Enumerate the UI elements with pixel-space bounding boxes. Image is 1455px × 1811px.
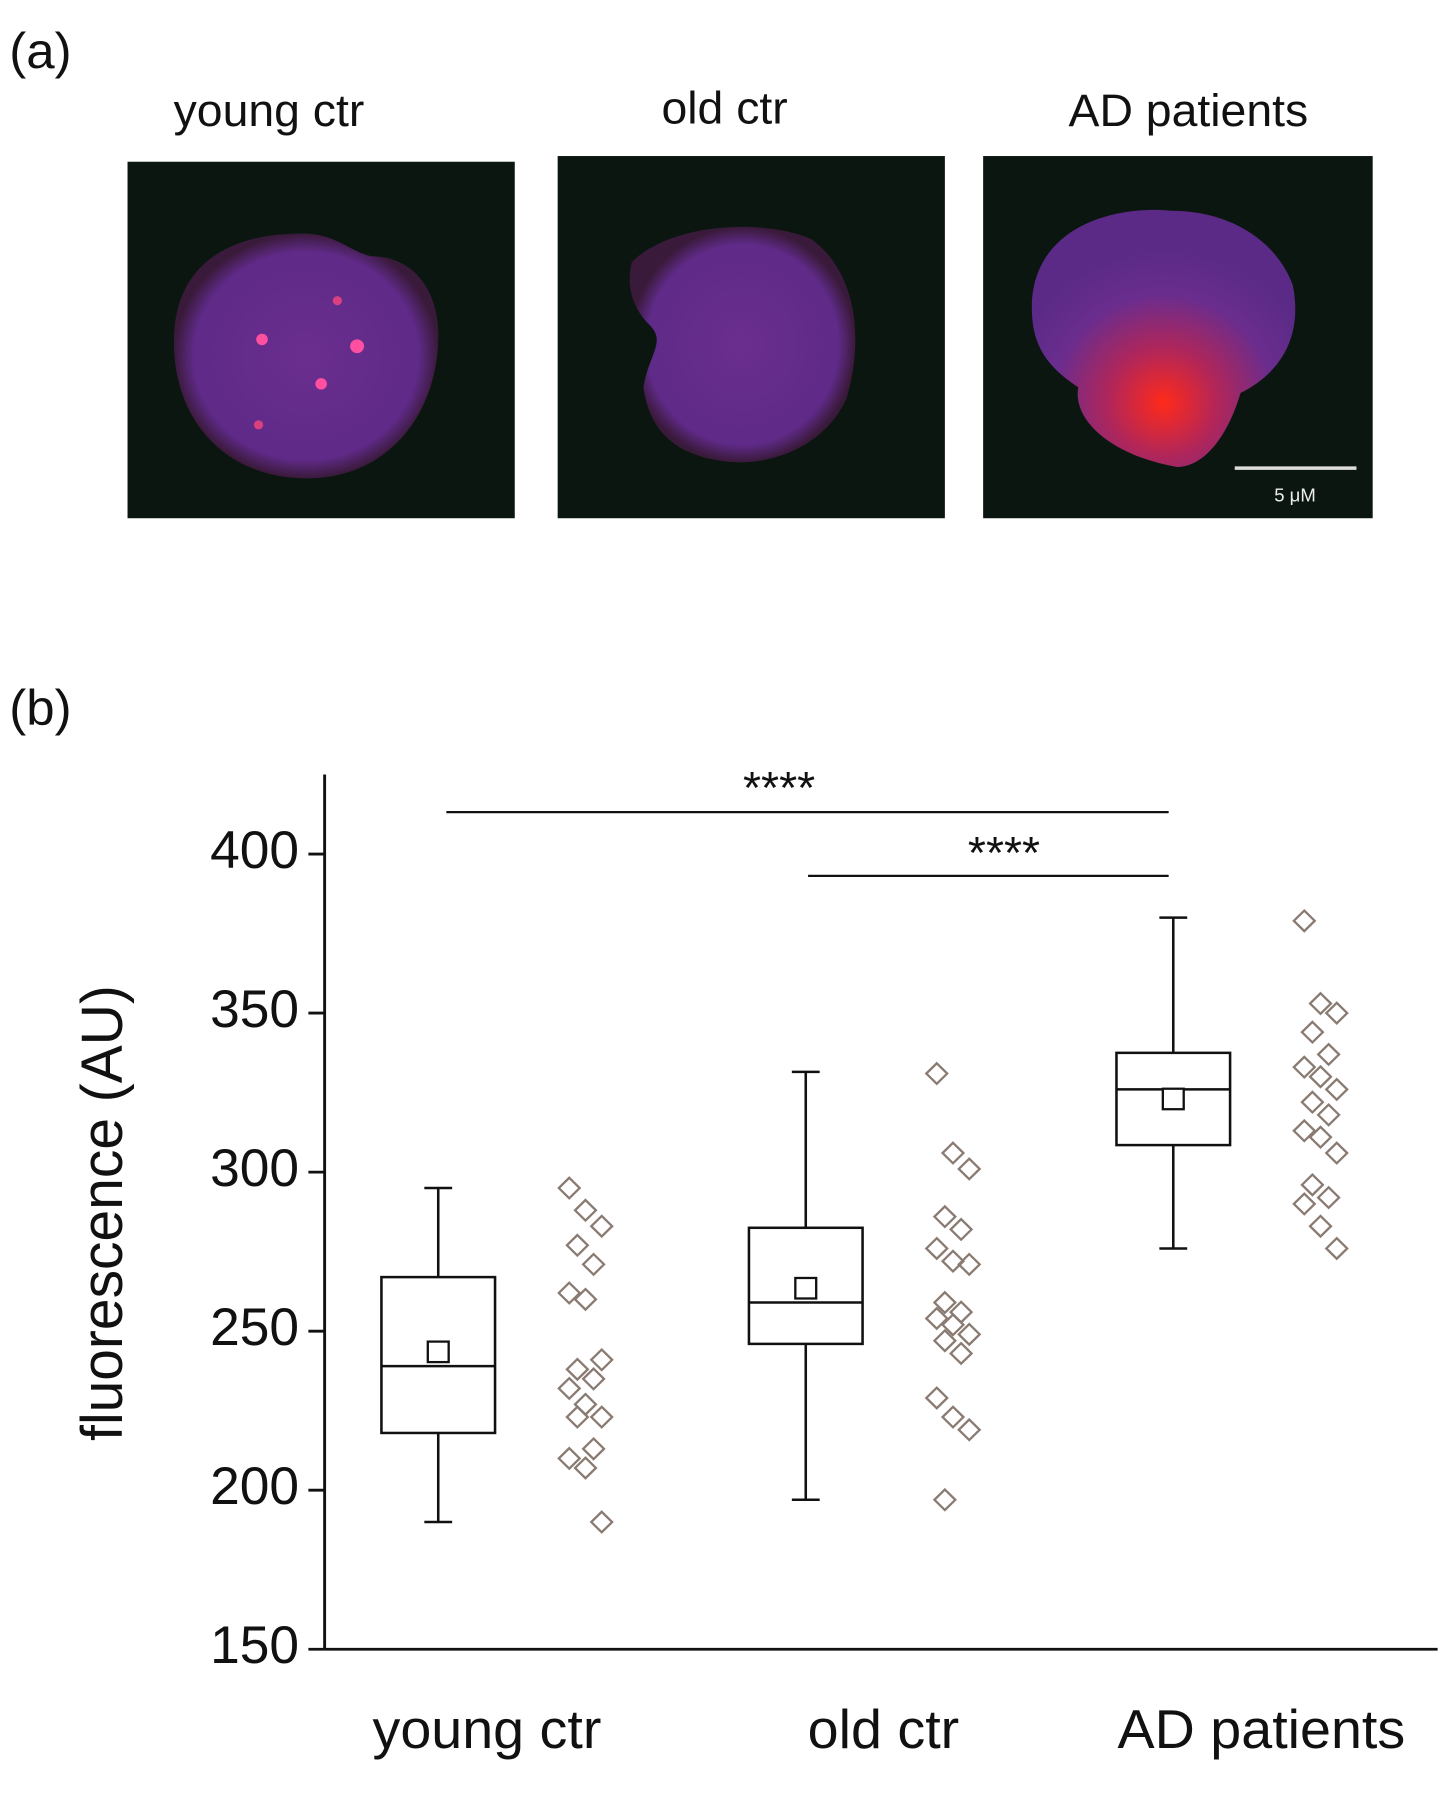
panel-label: (a) [9, 22, 71, 78]
data-point [1292, 1055, 1317, 1080]
y-tick-label: 300 [210, 1139, 299, 1197]
data-point [581, 1367, 606, 1391]
significance-label: **** [968, 827, 1040, 879]
micrograph: 5 μM [983, 156, 1373, 519]
data-point [1308, 991, 1333, 1016]
micrograph [127, 161, 515, 519]
data-point [957, 1252, 982, 1277]
data-point [1300, 1020, 1325, 1045]
data-point [1308, 1064, 1333, 1089]
y-tick-label: 200 [210, 1457, 299, 1515]
data-point [957, 1322, 982, 1347]
data-point [924, 1236, 949, 1261]
data-point [557, 1376, 582, 1401]
panel-label: (b) [9, 680, 71, 736]
box [380, 1275, 497, 1435]
data-point [1292, 908, 1317, 933]
y-tick-label: 150 [210, 1617, 299, 1675]
data-point [1300, 1090, 1325, 1115]
data-point [1292, 1118, 1317, 1143]
data-point [557, 1281, 582, 1305]
data-point [932, 1204, 957, 1229]
scale-bar-label: 5 μM [1274, 485, 1316, 506]
data-point [1300, 1172, 1325, 1197]
data-point [932, 1487, 957, 1512]
mean-marker [794, 1276, 818, 1300]
data-point [1316, 1103, 1341, 1127]
data-point [557, 1176, 582, 1200]
data-point [589, 1510, 614, 1534]
box [1115, 1051, 1232, 1147]
x-tick-label: young ctr [372, 1698, 601, 1759]
x-tick-label: old ctr [808, 1698, 960, 1759]
data-point [589, 1347, 614, 1372]
data-point [1308, 1214, 1333, 1239]
data-point [1316, 1185, 1341, 1210]
data-point [924, 1306, 949, 1331]
data-point [1308, 1125, 1333, 1149]
image-title: young ctr [174, 84, 365, 136]
data-point [932, 1328, 957, 1353]
data-point [573, 1392, 598, 1417]
y-tick-label: 400 [210, 821, 299, 879]
y-tick-label: 350 [210, 980, 299, 1038]
data-point [565, 1357, 590, 1382]
box [747, 1226, 864, 1346]
data-point [581, 1252, 606, 1277]
data-point [924, 1061, 949, 1086]
data-point [1324, 1141, 1349, 1165]
data-point [949, 1217, 974, 1242]
image-title: AD patients [1069, 84, 1309, 136]
data-point [949, 1341, 974, 1366]
data-point [573, 1287, 598, 1312]
data-point [924, 1386, 949, 1410]
mean-marker [1161, 1087, 1185, 1111]
data-point [565, 1405, 590, 1429]
data-point [957, 1157, 982, 1181]
data-point [940, 1249, 966, 1274]
x-tick-label: AD patients [1118, 1698, 1406, 1759]
data-point [1324, 1001, 1349, 1025]
y-tick-label: 250 [210, 1298, 299, 1356]
data-point [581, 1437, 606, 1461]
y-axis-label: fluorescence (AU) [71, 985, 136, 1441]
micrograph [557, 156, 945, 519]
data-point [589, 1405, 614, 1429]
data-point [1324, 1236, 1349, 1261]
data-point [589, 1214, 614, 1239]
data-point [573, 1198, 598, 1223]
data-point [1324, 1077, 1349, 1102]
data-point [957, 1417, 982, 1442]
data-point [573, 1456, 598, 1480]
data-point [940, 1312, 966, 1337]
data-point [932, 1290, 957, 1315]
data-point [940, 1405, 966, 1429]
data-point [1316, 1042, 1341, 1067]
mean-marker [426, 1340, 450, 1364]
data-point [940, 1141, 966, 1165]
data-point [1292, 1192, 1317, 1216]
image-title: old ctr [661, 82, 787, 134]
data-point [557, 1446, 582, 1471]
data-point [565, 1233, 590, 1258]
significance-label: **** [743, 762, 815, 814]
